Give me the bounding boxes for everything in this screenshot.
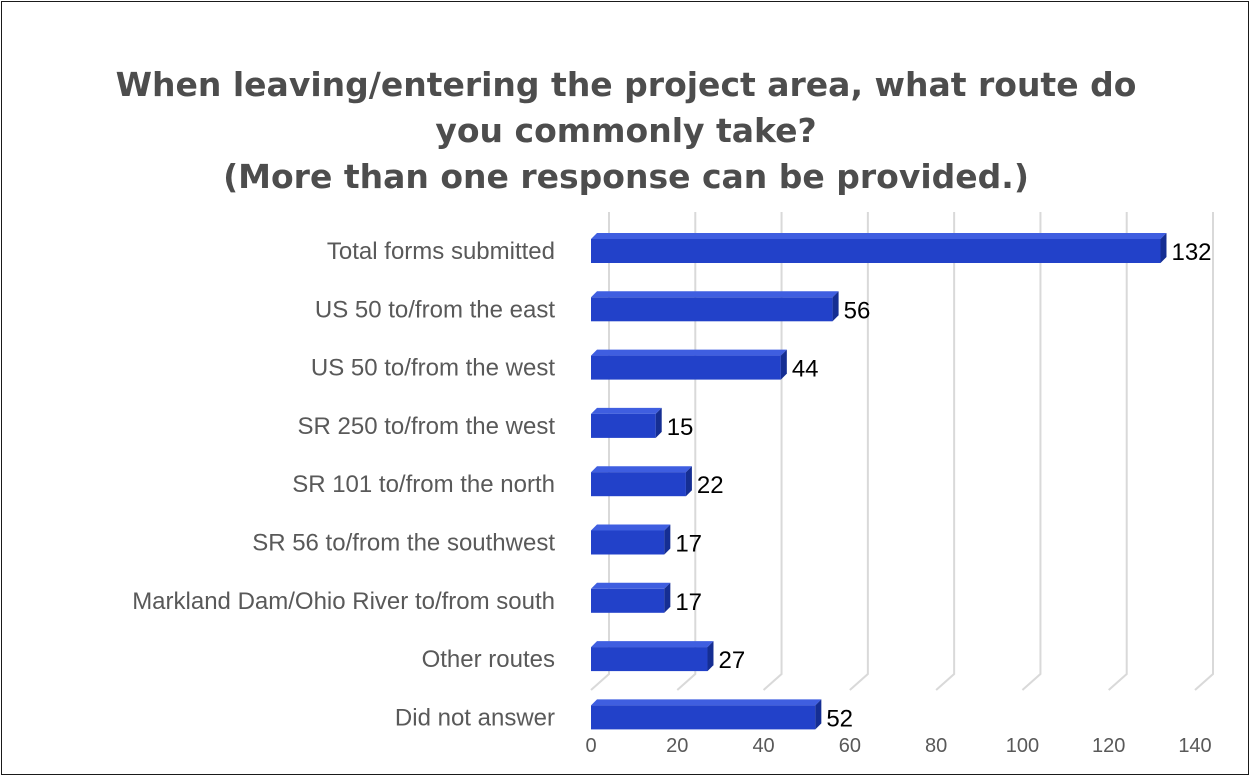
x-axis-ticks: 0 20 40 60 80 100 120 140	[585, 735, 1211, 757]
data-label: 17	[675, 531, 702, 558]
x-tick-label: 0	[585, 735, 596, 757]
category-label: Markland Dam/Ohio River to/from south	[132, 588, 555, 615]
bar-front-face	[591, 239, 1161, 263]
bar-side-face	[655, 407, 662, 438]
bars	[591, 233, 1167, 730]
bar-top-face	[591, 466, 692, 473]
bar	[591, 466, 692, 497]
gridline	[1194, 212, 1214, 691]
bar	[591, 524, 671, 555]
data-label: 22	[697, 472, 724, 499]
category-label: SR 250 to/from the west	[298, 413, 556, 440]
x-tick-label: 20	[666, 735, 688, 757]
category-label: US 50 to/from the east	[315, 296, 555, 323]
bar-front-face	[591, 530, 665, 555]
category-label: Did not answer	[395, 704, 555, 731]
chart-title-line-3: (More than one response can be provided.…	[223, 157, 1029, 196]
data-label: 44	[792, 356, 819, 383]
chart-title-line-2: you commonly take?	[435, 111, 817, 150]
bar	[591, 233, 1167, 263]
x-tick-label: 60	[839, 735, 861, 757]
bar-top-face	[591, 349, 787, 356]
bar	[591, 641, 714, 672]
data-label: 52	[826, 705, 853, 732]
bar-top-face	[591, 233, 1167, 239]
category-label: SR 101 to/from the north	[292, 471, 555, 498]
bar-side-face	[664, 524, 671, 555]
data-label: 27	[718, 647, 745, 674]
data-label: 15	[667, 414, 694, 441]
data-label: 17	[675, 589, 702, 616]
chart-title-line-1: When leaving/entering the project area, …	[115, 65, 1137, 104]
bar-top-face	[591, 641, 714, 648]
bar-side-face	[707, 641, 714, 672]
gridline	[1021, 212, 1042, 691]
bar	[591, 291, 839, 322]
bar-front-face	[591, 297, 833, 322]
bar	[591, 699, 822, 730]
gridlines	[590, 212, 1214, 691]
bar-front-face	[591, 472, 686, 497]
bar-side-face	[815, 699, 822, 730]
bar-side-face	[1160, 233, 1167, 263]
gridline	[676, 212, 697, 691]
x-tick-label: 120	[1092, 735, 1125, 757]
x-tick-label: 80	[925, 735, 947, 757]
bar	[591, 582, 671, 613]
category-label: Other routes	[422, 646, 555, 673]
gridline	[762, 212, 783, 691]
bar-front-face	[591, 355, 781, 380]
category-labels: Total forms submitted US 50 to/from the e…	[132, 238, 555, 731]
category-label: SR 56 to/from the southwest	[252, 530, 555, 557]
x-tick-label: 100	[1006, 735, 1039, 757]
bar-top-face	[591, 524, 671, 531]
category-label: Total forms submitted	[327, 238, 555, 265]
gridline	[849, 212, 869, 691]
bar-top-face	[591, 407, 662, 414]
data-label: 132	[1171, 239, 1211, 266]
data-label: 56	[844, 297, 871, 324]
bar-side-face	[664, 582, 671, 613]
gridline	[935, 212, 956, 691]
gridline	[590, 212, 610, 691]
bar-front-face	[591, 413, 656, 438]
x-tick-label: 140	[1178, 735, 1211, 757]
chart-title: When leaving/entering the project area, …	[40, 62, 1212, 200]
bar-side-face	[832, 291, 839, 322]
bar-side-face	[685, 466, 692, 497]
bar	[591, 349, 787, 380]
category-label: US 50 to/from the west	[311, 355, 555, 382]
bar-side-face	[780, 349, 787, 380]
bar-front-face	[591, 705, 816, 730]
bar	[591, 407, 662, 438]
x-tick-label: 40	[752, 735, 774, 757]
bar-front-face	[591, 647, 708, 672]
bar-front-face	[591, 588, 665, 613]
data-labels: 132 56 44 15 22 17 17 27 52	[667, 239, 1212, 732]
bar-top-face	[591, 699, 822, 706]
gridline	[1108, 212, 1128, 691]
bar-top-face	[591, 582, 671, 589]
bar-top-face	[591, 291, 839, 298]
